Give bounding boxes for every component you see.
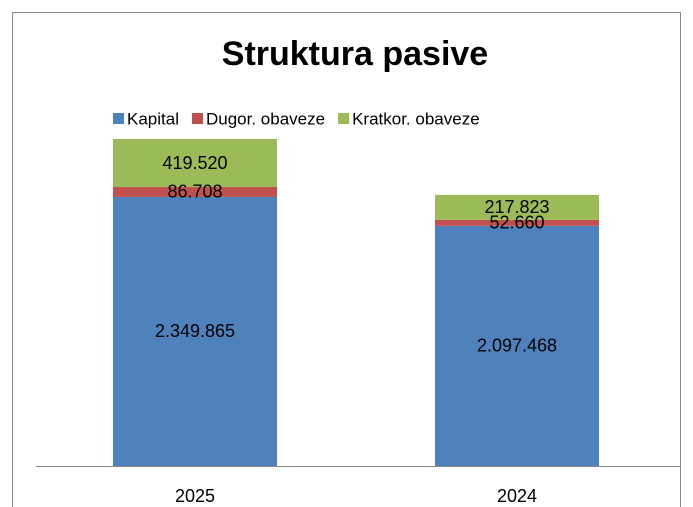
value-label: 2.349.865	[155, 321, 235, 341]
bar-segment	[113, 196, 277, 466]
value-label: 419.520	[162, 153, 227, 173]
legend-label: Kapital	[127, 109, 179, 128]
value-label: 52.660	[489, 213, 544, 233]
legend-label: Kratkor. obaveze	[352, 109, 480, 128]
chart-border	[12, 12, 681, 507]
bar-segment	[435, 219, 599, 226]
legend-swatch	[191, 113, 203, 124]
value-label: 217.823	[484, 197, 549, 217]
x-tick-label: 2024	[497, 486, 537, 506]
bar-segment	[435, 194, 599, 220]
chart-title: Struktura pasive	[222, 35, 488, 73]
bar-segment	[435, 225, 599, 466]
value-label: 86.708	[167, 182, 222, 202]
value-label: 2.097.468	[477, 336, 557, 356]
legend-swatch	[338, 113, 350, 124]
x-tick-label: 2025	[175, 486, 215, 506]
legend-swatch	[113, 113, 124, 124]
legend-label: Dugor. obaveze	[206, 109, 325, 128]
bar-segment	[113, 187, 277, 197]
bar-segment	[113, 139, 277, 188]
